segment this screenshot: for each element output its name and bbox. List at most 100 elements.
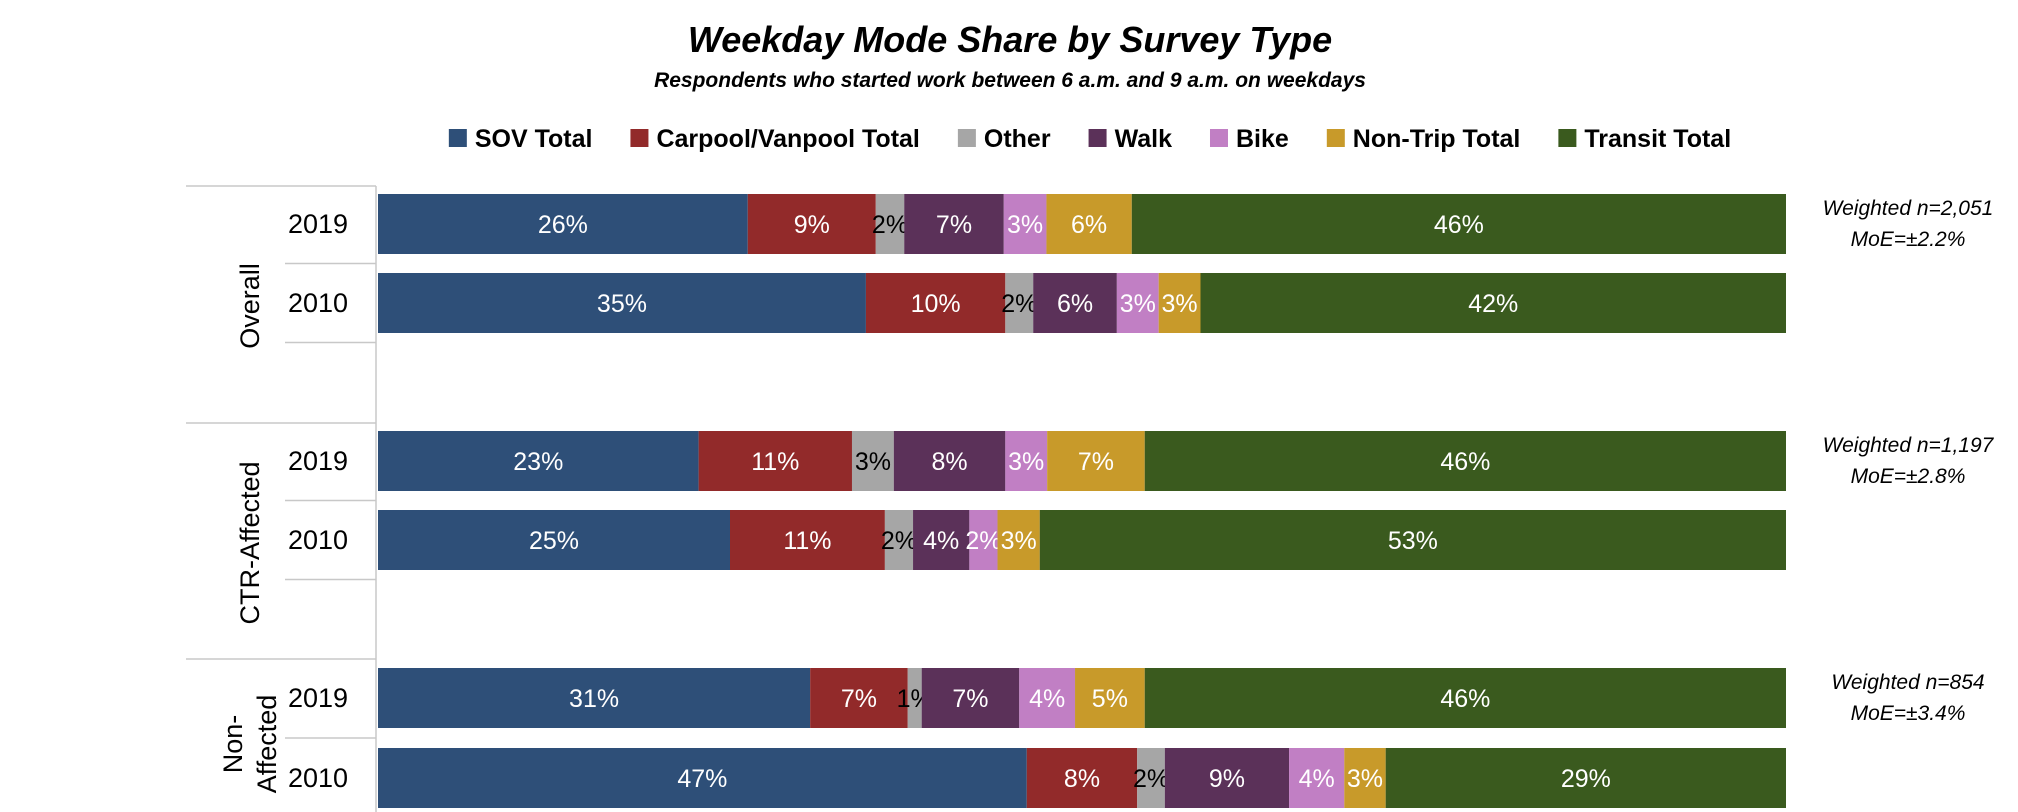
legend-swatch xyxy=(630,129,649,147)
data-label: 3% xyxy=(1120,290,1156,318)
legend-label: Carpool/Vanpool Total xyxy=(656,125,919,153)
group-label-overall: Overall xyxy=(235,263,265,349)
legend-item-carpool-vanpool-total: Carpool/Vanpool Total xyxy=(630,125,920,153)
year-label: 2019 xyxy=(288,446,348,476)
chart-title: Weekday Mode Share by Survey Type xyxy=(688,19,1332,60)
data-label: 9% xyxy=(1209,765,1245,793)
bar-segment-non-trip-total xyxy=(1046,194,1132,254)
bar-segment-sov-total xyxy=(378,194,748,254)
note-sample-size: Weighted n=2,051 xyxy=(1823,197,1994,220)
data-label: 29% xyxy=(1561,765,1611,793)
year-label: 2010 xyxy=(288,525,348,555)
bar-segment-transit-total xyxy=(1200,273,1786,333)
bar-segment-other xyxy=(1005,273,1034,333)
bar-segment-carpool-vanpool-total xyxy=(698,431,852,491)
data-label: 6% xyxy=(1057,290,1093,318)
data-label: 6% xyxy=(1071,211,1107,239)
legend-swatch xyxy=(1326,129,1345,147)
data-label: 7% xyxy=(841,685,877,713)
bar-segment-walk xyxy=(904,194,1004,254)
data-label: 3% xyxy=(855,448,891,476)
data-label: 8% xyxy=(931,448,967,476)
bar-segment-walk xyxy=(921,668,1020,728)
bar-ctr-affected-2019: 23% 11% 3% 8% 3% 7% 46% xyxy=(378,431,1786,491)
year-label: 2019 xyxy=(288,683,348,713)
legend-label: Non-Trip Total xyxy=(1353,125,1521,153)
bar-segment-carpool-vanpool-total xyxy=(865,273,1006,333)
data-label: 7% xyxy=(952,685,988,713)
bar-segment-walk xyxy=(1164,748,1290,808)
bar-segment-other xyxy=(875,194,905,254)
year-label: 2010 xyxy=(288,763,348,793)
data-label: 53% xyxy=(1388,527,1438,555)
bar-segment-non-trip-total xyxy=(1075,668,1145,728)
bar-segment-walk xyxy=(893,431,1006,491)
legend-label: Other xyxy=(984,125,1051,153)
legend-swatch xyxy=(1088,129,1107,147)
bar-segment-sov-total xyxy=(378,748,1027,808)
bar-segment-transit-total xyxy=(1385,748,1786,808)
data-label: 2% xyxy=(881,527,917,555)
data-label: 5% xyxy=(1092,685,1128,713)
legend-label: Walk xyxy=(1115,125,1173,153)
data-label: 46% xyxy=(1440,448,1490,476)
note-margin-of-error: MoE=±2.8% xyxy=(1851,465,1966,488)
data-label: 46% xyxy=(1434,211,1484,239)
bar-segment-carpool-vanpool-total xyxy=(810,668,908,728)
data-label: 3% xyxy=(1007,211,1043,239)
data-label: 25% xyxy=(529,527,579,555)
data-label: 35% xyxy=(597,290,647,318)
legend-item-sov-total: SOV Total xyxy=(448,125,592,153)
bar-segment-other xyxy=(1137,748,1165,808)
legend-swatch xyxy=(957,129,976,147)
legend-swatch xyxy=(1558,129,1577,147)
bar-overall-2010: 35% 10% 2% 6% 3% 3% 42% xyxy=(378,273,1786,333)
bar-segment-other xyxy=(851,431,894,491)
bar-segment-carpool-vanpool-total xyxy=(747,194,876,254)
bar-segment-walk xyxy=(913,510,970,570)
legend: SOV Total Carpool/Vanpool Total Other Walk B… xyxy=(448,125,1731,153)
data-label: 8% xyxy=(1064,765,1100,793)
bar-segment-sov-total xyxy=(378,668,811,728)
year-label: 2019 xyxy=(288,209,348,239)
data-label: 46% xyxy=(1440,685,1490,713)
legend-swatch xyxy=(448,129,467,147)
bar-segment-transit-total xyxy=(1144,668,1786,728)
data-label: 31% xyxy=(569,685,619,713)
bar-segment-transit-total xyxy=(1131,194,1786,254)
bar-segment-bike xyxy=(969,510,998,570)
chart-subtitle: Respondents who started work between 6 a… xyxy=(654,69,1366,92)
bar-non-affected-2019: 31% 7% 1% 7% 4% 5% 46% xyxy=(378,668,1786,728)
data-label: 4% xyxy=(1299,765,1335,793)
bar-segment-bike xyxy=(1289,748,1345,808)
bar-segment-bike xyxy=(1003,194,1047,254)
note-margin-of-error: MoE=±3.4% xyxy=(1851,702,1966,725)
legend-item-bike: Bike xyxy=(1209,125,1289,153)
data-label: 2% xyxy=(965,527,1001,555)
bar-segment-carpool-vanpool-total xyxy=(730,510,885,570)
note-sample-size: Weighted n=854 xyxy=(1831,671,1984,694)
bar-segment-transit-total xyxy=(1144,431,1786,491)
data-label: 7% xyxy=(1078,448,1114,476)
data-label: 7% xyxy=(936,211,972,239)
bar-ctr-affected-2010: 25% 11% 2% 4% 2% 3% 53% xyxy=(378,510,1786,570)
data-label: 3% xyxy=(1008,448,1044,476)
legend-item-non-trip-total: Non-Trip Total xyxy=(1326,125,1521,153)
data-label: 2% xyxy=(1133,765,1169,793)
data-label: 42% xyxy=(1468,290,1518,318)
bar-segment-non-trip-total xyxy=(1047,431,1145,491)
bar-segment-bike xyxy=(1005,431,1048,491)
bar-segment-transit-total xyxy=(1039,510,1786,570)
sample-notes: Weighted n=2,051 MoE=±2.2% Weighted n=1,19… xyxy=(1823,197,1995,725)
data-label: 9% xyxy=(794,211,830,239)
bar-segment-sov-total xyxy=(378,431,699,491)
bar-segment-sov-total xyxy=(378,510,730,570)
bar-segment-carpool-vanpool-total xyxy=(1026,748,1138,808)
data-label: 11% xyxy=(751,448,799,476)
bar-segment-non-trip-total xyxy=(1158,273,1201,333)
note-sample-size: Weighted n=1,197 xyxy=(1823,434,1995,457)
data-label: 3% xyxy=(1162,290,1198,318)
bar-segment-walk xyxy=(1033,273,1117,333)
